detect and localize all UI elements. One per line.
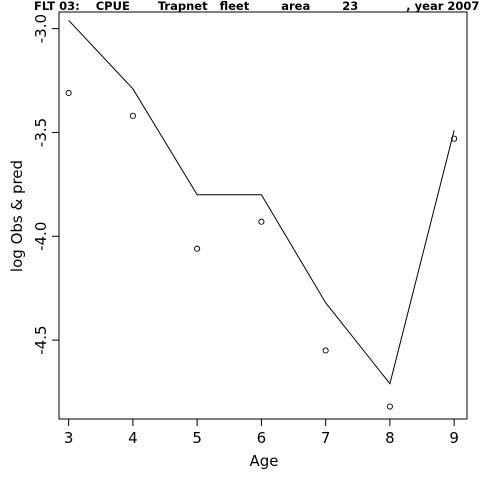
observed-point (451, 135, 458, 142)
plot-frame (58, 11, 468, 420)
observed-point (386, 403, 393, 410)
chart-title: FLT 03: CPUE Trapnet fleet area 23 , yea… (34, 0, 479, 13)
x-tick-label: 3 (64, 429, 74, 447)
y-tick-label: -4.0 (32, 222, 50, 251)
x-tick-label: 9 (449, 429, 459, 447)
x-tick-label: 7 (321, 429, 331, 447)
x-tick-label: 5 (192, 429, 202, 447)
observed-point (258, 218, 265, 225)
y-tick-label: -4.5 (32, 325, 50, 354)
x-axis-label: Age (249, 452, 278, 470)
x-tick-label: 6 (257, 429, 267, 447)
observed-point (65, 89, 72, 97)
y-tick-label: -3.5 (32, 118, 50, 147)
y-tick-label: -3.0 (32, 14, 50, 43)
observed-point (322, 347, 329, 354)
x-tick-label: 8 (385, 429, 395, 447)
y-axis-label: log Obs & pred (8, 160, 26, 272)
x-axis: 3 4 5 6 7 8 9 (64, 419, 459, 447)
observed-point (194, 245, 201, 252)
y-axis: -3.0 -3.5 -4.0 -4.5 (32, 14, 59, 355)
x-tick-label: 4 (128, 429, 138, 447)
observed-point (129, 112, 136, 119)
predicted-line (68, 19, 455, 385)
series-layer (65, 19, 458, 410)
